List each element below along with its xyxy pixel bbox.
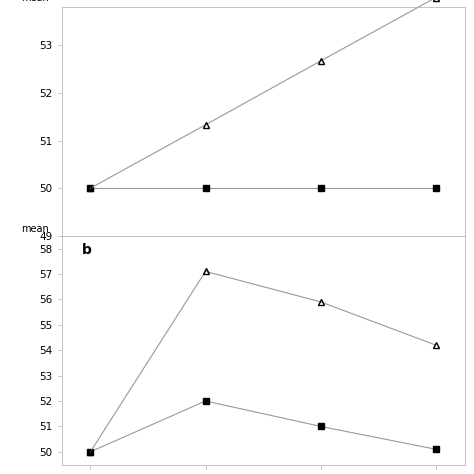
- Text: mean: mean: [21, 0, 49, 2]
- Text: b: b: [82, 243, 91, 257]
- Text: mean: mean: [21, 224, 49, 234]
- Legend: Control, Treatment: Control, Treatment: [191, 291, 335, 316]
- X-axis label: time: time: [250, 258, 276, 268]
